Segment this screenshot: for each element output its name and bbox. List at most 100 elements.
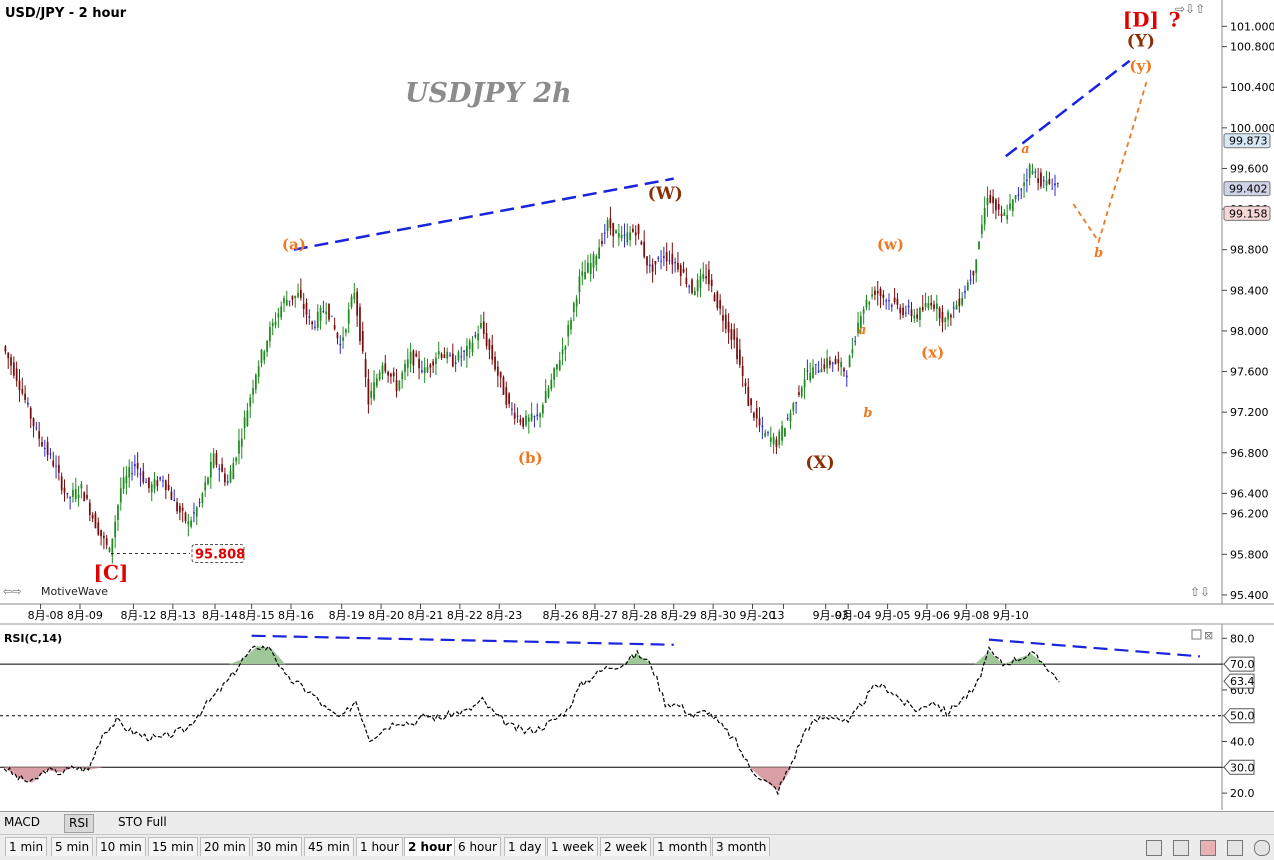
timeframe-45-min[interactable]: 45 min	[304, 837, 354, 856]
candle-body	[719, 300, 722, 309]
candle-body	[370, 390, 373, 398]
candle-body	[139, 473, 142, 475]
chart-title: USDJPY 2h	[405, 78, 572, 109]
tab-rsi[interactable]: RSI	[64, 814, 94, 833]
timeframe-15-min[interactable]: 15 min	[148, 837, 198, 856]
date-tick-label: 9月-06	[914, 609, 950, 622]
timeframe-5-min[interactable]: 5 min	[51, 837, 94, 856]
price-panel[interactable]	[0, 0, 1222, 604]
timeframe-6-hour[interactable]: 6 hour	[454, 837, 501, 856]
candle-body	[837, 359, 840, 364]
rsi-label: RSI(C,14)	[4, 632, 62, 645]
candle-body	[738, 349, 741, 365]
candle-body	[136, 462, 139, 469]
candle-body	[750, 398, 752, 406]
timeframe-3-month[interactable]: 3 month	[712, 837, 771, 856]
candle-body	[575, 298, 578, 307]
candle-body	[919, 308, 921, 320]
candle-body	[710, 279, 713, 287]
rsi-panel-controls[interactable]: ⊠	[1191, 629, 1213, 642]
candle-body	[958, 298, 961, 307]
candle-body	[305, 303, 308, 315]
candle-body	[485, 333, 488, 346]
candle-body	[468, 340, 471, 350]
crosshair-icon[interactable]	[1145, 839, 1162, 856]
candle-body	[581, 271, 584, 276]
rsi-panel[interactable]	[0, 624, 1222, 810]
timeframe-1-week[interactable]: 1 week	[547, 837, 598, 856]
price-tick-label: 98.400	[1230, 284, 1269, 297]
refresh-icon[interactable]	[1254, 839, 1270, 856]
compare-icon[interactable]	[1172, 839, 1189, 856]
candle-body	[896, 298, 899, 305]
price-tick-label: 98.000	[1230, 325, 1269, 338]
tab-macd[interactable]: MACD	[4, 815, 40, 829]
candle-body	[381, 365, 384, 374]
candle-body	[671, 253, 674, 265]
candle-body	[553, 368, 556, 380]
timeframe-30-min[interactable]: 30 min	[252, 837, 302, 856]
chart-canvas[interactable]: 101.000100.800100.400100.00099.60099.200…	[0, 0, 1274, 834]
candle-body	[333, 325, 336, 330]
nav-arrows-bottom[interactable]: ⇧⇩	[1190, 585, 1210, 599]
candle-body	[857, 322, 859, 334]
nav-arrows-left[interactable]: ⇦⇨	[3, 585, 21, 598]
rsi-badge	[1223, 759, 1255, 775]
candle-body	[176, 502, 178, 512]
candle-body	[187, 521, 190, 525]
candle-body	[584, 271, 586, 280]
candle-body	[693, 291, 696, 295]
candle-body	[753, 412, 755, 418]
timeframe-1-min[interactable]: 1 min	[5, 837, 48, 856]
grid-icon[interactable]	[1226, 839, 1243, 856]
timeframe-1-hour[interactable]: 1 hour	[356, 837, 403, 856]
candle-body	[702, 274, 705, 279]
candle-body	[418, 358, 420, 369]
candle-body	[302, 303, 305, 309]
candle-body	[964, 291, 966, 293]
rsi-zone-fill	[4, 767, 75, 783]
candle-body	[570, 319, 572, 330]
candle-body	[665, 251, 668, 262]
price-badge	[1223, 181, 1271, 197]
wave-label: (x)	[921, 343, 944, 361]
wave-trendline	[1005, 59, 1131, 158]
price-tick-label: 101.000	[1230, 20, 1274, 33]
rsi-badge	[1223, 673, 1255, 689]
date-tick-label: 8月-15	[239, 609, 275, 622]
candle-body	[865, 299, 868, 308]
candle-body	[193, 512, 195, 514]
timeframe-2-hour[interactable]: 2 hour	[404, 837, 456, 856]
candle-body	[212, 453, 215, 468]
candle-body	[328, 303, 330, 320]
candle-body	[859, 315, 862, 329]
tab-sto-full[interactable]: STO Full	[118, 815, 167, 829]
candle-body	[992, 196, 994, 204]
candle-body	[598, 247, 601, 259]
candle-body	[266, 341, 268, 352]
candle-body	[927, 303, 930, 309]
timeframe-10-min[interactable]: 10 min	[96, 837, 146, 856]
candle-body	[744, 382, 747, 387]
date-tick-label: 8月-23	[486, 609, 522, 622]
timeframe-1-day[interactable]: 1 day	[504, 837, 546, 856]
calendar-icon[interactable]	[1199, 839, 1216, 856]
rsi-zone-fill	[623, 653, 652, 665]
timeframe-20-min[interactable]: 20 min	[200, 837, 250, 856]
candle-body	[955, 305, 958, 310]
timeframe-bar: 1 min 5 min 10 min 15 min 20 min 30 min …	[0, 834, 1274, 860]
candle-body	[21, 389, 24, 394]
nav-arrows-top[interactable]: ⇨⇩⇧	[1175, 2, 1205, 16]
date-tick-label: 8月-21	[407, 609, 443, 622]
timeframe-1-month[interactable]: 1 month	[653, 837, 712, 856]
timeframe-2-week[interactable]: 2 week	[600, 837, 651, 856]
candle-body	[314, 326, 316, 328]
candle-body	[294, 295, 297, 299]
date-tick-label: 8月-28	[621, 609, 657, 622]
candle-body	[122, 477, 125, 489]
candle-body	[181, 507, 184, 511]
date-tick-label: 9月-08	[953, 609, 989, 622]
candle-body	[390, 373, 392, 377]
candle-body	[511, 408, 513, 410]
price-tick-label: 100.400	[1230, 81, 1274, 94]
